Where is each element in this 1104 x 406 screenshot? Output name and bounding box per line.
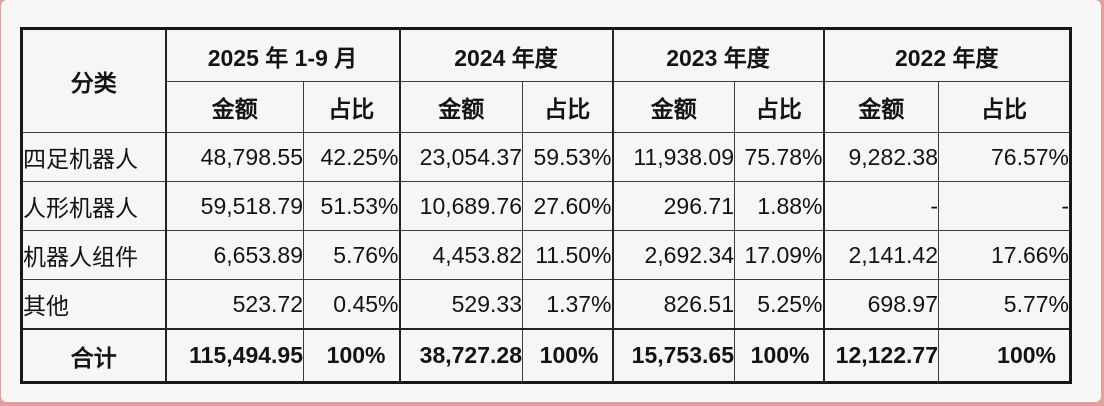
table-row-other: 其他 523.72 0.45% 529.33 1.37% 826.51 5.25… — [21, 279, 1071, 330]
cell-amount: 523.72 — [164, 279, 304, 330]
cell-amount: 15,753.65 — [611, 328, 735, 383]
cell-amount: 38,727.28 — [398, 328, 523, 383]
header-ratio-2024: 占比 — [522, 81, 613, 133]
row-category-total: 合计 — [21, 328, 166, 383]
cell-amount: 2,692.34 — [611, 230, 735, 280]
cell-amount: 48,798.55 — [164, 132, 304, 182]
cell-ratio: 100% — [938, 328, 1071, 383]
header-amount-2023: 金额 — [611, 81, 735, 133]
header-ratio-2022: 占比 — [938, 81, 1071, 133]
cell-amount: 23,054.37 — [398, 132, 523, 182]
header-period-2022: 2022 年度 — [822, 28, 1071, 82]
cell-amount: 4,453.82 — [398, 230, 523, 280]
row-category: 机器人组件 — [21, 230, 166, 280]
cell-amount: 11,938.09 — [611, 132, 735, 182]
cell-ratio: - — [938, 181, 1071, 231]
header-ratio-2025: 占比 — [303, 81, 400, 133]
header-category: 分类 — [21, 28, 166, 133]
cell-amount: 2,141.42 — [822, 230, 939, 280]
cell-amount: 698.97 — [822, 279, 939, 330]
cell-ratio: 17.09% — [734, 230, 824, 280]
cell-ratio: 5.76% — [303, 230, 400, 280]
row-category: 四足机器人 — [21, 132, 166, 182]
cell-ratio: 0.45% — [303, 279, 400, 330]
cell-ratio: 1.37% — [522, 279, 613, 330]
cell-ratio: 11.50% — [522, 230, 613, 280]
cell-ratio: 100% — [522, 328, 613, 383]
table-row-humanoid-robot: 人形机器人 59,518.79 51.53% 10,689.76 27.60% … — [21, 181, 1071, 231]
cell-ratio: 5.77% — [938, 279, 1071, 330]
cell-ratio: 76.57% — [938, 132, 1071, 182]
header-period-row: 分类 2025 年 1-9 月 2024 年度 2023 年度 2022 年度 — [21, 28, 1071, 133]
cell-ratio: 1.88% — [734, 181, 824, 231]
revenue-breakdown-table: 分类 2025 年 1-9 月 2024 年度 2023 年度 2022 年度 … — [20, 27, 1072, 384]
cell-amount: 826.51 — [611, 279, 735, 330]
cell-ratio: 75.78% — [734, 132, 824, 182]
header-amount-2022: 金额 — [822, 81, 939, 133]
row-category: 人形机器人 — [21, 181, 166, 231]
cell-ratio: 17.66% — [938, 230, 1071, 280]
header-ratio-2023: 占比 — [734, 81, 824, 133]
cell-amount: 6,653.89 — [164, 230, 304, 280]
table-row-total: 合计 115,494.95 100% 38,727.28 100% 15,753… — [21, 328, 1071, 383]
cell-ratio: 51.53% — [303, 181, 400, 231]
cell-amount: 529.33 — [398, 279, 523, 330]
cell-amount: 296.71 — [611, 181, 735, 231]
cell-ratio: 5.25% — [734, 279, 824, 330]
cell-ratio: 100% — [734, 328, 824, 383]
cell-amount: 59,518.79 — [164, 181, 304, 231]
header-period-2024: 2024 年度 — [398, 28, 613, 82]
cell-amount: 10,689.76 — [398, 181, 523, 231]
header-period-2025: 2025 年 1-9 月 — [164, 28, 400, 82]
header-subcolumn-row: 金额 占比 金额 占比 金额 占比 金额 占比 — [22, 81, 1071, 133]
cell-ratio: 59.53% — [522, 132, 613, 182]
header-amount-2024: 金额 — [398, 81, 523, 133]
cell-amount: 9,282.38 — [822, 132, 939, 182]
table-row-robot-components: 机器人组件 6,653.89 5.76% 4,453.82 11.50% 2,6… — [21, 230, 1071, 280]
table-row-quadruped-robot: 四足机器人 48,798.55 42.25% 23,054.37 59.53% … — [21, 132, 1071, 182]
cell-ratio: 27.60% — [522, 181, 613, 231]
header-period-2023: 2023 年度 — [611, 28, 824, 82]
cell-amount: - — [822, 181, 939, 231]
cell-amount: 115,494.95 — [164, 328, 304, 383]
cell-ratio: 100% — [303, 328, 400, 383]
cell-ratio: 42.25% — [303, 132, 400, 182]
header-amount-2025: 金额 — [164, 81, 304, 133]
cell-amount: 12,122.77 — [822, 328, 939, 383]
row-category: 其他 — [21, 279, 166, 330]
